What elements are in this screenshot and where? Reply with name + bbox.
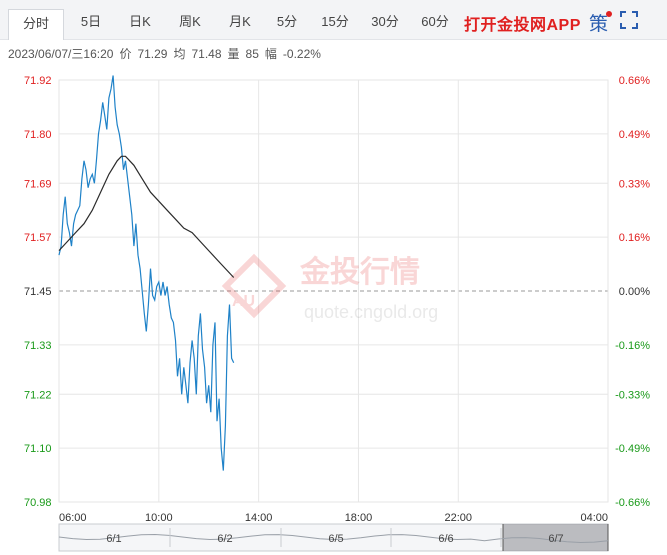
- tab-intraday[interactable]: 分时: [8, 9, 64, 40]
- tab-daily-k[interactable]: 日K: [129, 14, 151, 29]
- time-navigator: 6/1 6/2 6/5 6/6 6/7: [58, 523, 609, 552]
- navigator-day-label: 6/2: [217, 533, 232, 545]
- quote-datetime: 2023/06/07/三16:20: [8, 47, 114, 61]
- navigator-day-label: 6/7: [548, 533, 563, 545]
- change-label: 幅: [264, 47, 277, 61]
- navigator-day-label: 6/1: [106, 533, 121, 545]
- volume-value: 85: [245, 47, 259, 61]
- y-tick-label-left: 71.69: [24, 178, 52, 190]
- y-tick-label-right: 0.49%: [619, 129, 650, 141]
- x-tick-label: 06:00: [59, 512, 87, 524]
- average-price-line: [58, 155, 235, 278]
- y-tick-label-left: 71.22: [24, 389, 52, 401]
- x-tick-label: 18:00: [345, 512, 373, 524]
- y-tick-label-right: -0.16%: [615, 340, 650, 352]
- x-tick-label: 10:00: [145, 512, 173, 524]
- watermark: AU 金投行情 quote.cngold.org: [221, 253, 438, 322]
- y-tick-label-right: -0.33%: [615, 389, 650, 401]
- y-tick-label-left: 71.80: [24, 129, 52, 141]
- y-tick-label-right: 0.00%: [619, 286, 650, 298]
- strategy-button[interactable]: 策: [589, 14, 609, 35]
- watermark-url: quote.cngold.org: [304, 302, 438, 322]
- tab-monthly-k[interactable]: 月K: [229, 14, 251, 29]
- y-tick-label-right: -0.49%: [615, 443, 650, 455]
- navigator-day-label: 6/6: [438, 533, 453, 545]
- y-axis-left: 71.92 71.80 71.69 71.57 71.45 71.33 71.22 71.10…: [24, 75, 52, 509]
- y-tick-label-right: 0.33%: [619, 178, 650, 190]
- x-tick-label: 22:00: [445, 512, 473, 524]
- watermark-brand: 金投行情: [299, 255, 420, 289]
- y-tick-label-right: 0.66%: [619, 75, 650, 87]
- x-tick-label: 04:00: [580, 512, 608, 524]
- change-value: -0.22%: [282, 47, 321, 61]
- navigator-day-label: 6/5: [328, 533, 343, 545]
- avg-value: 71.48: [191, 47, 222, 61]
- tab-weekly-k[interactable]: 周K: [179, 14, 201, 29]
- notification-dot: [606, 11, 612, 17]
- watermark-logo-icon: [221, 253, 287, 319]
- y-tick-label-right: 0.16%: [619, 232, 650, 244]
- tab-5-day[interactable]: 5日: [80, 14, 102, 29]
- avg-label: 均: [173, 47, 186, 61]
- fullscreen-icon[interactable]: [620, 11, 638, 29]
- price-line: [58, 75, 235, 471]
- chart-grid: [58, 79, 609, 503]
- x-axis: 06:00 10:00 14:00 18:00 22:00 04:00: [59, 512, 608, 524]
- x-tick-label: 14:00: [245, 512, 273, 524]
- tab-5-min[interactable]: 5分: [276, 14, 298, 29]
- y-tick-label-left: 71.57: [24, 232, 52, 244]
- navigator-trend-line: [58, 533, 609, 544]
- y-tick-label-left: 71.33: [24, 340, 52, 352]
- price-label: 价: [119, 47, 132, 61]
- y-axis-right: 0.66% 0.49% 0.33% 0.16% 0.00% -0.16% -0.33% -0.…: [615, 75, 650, 509]
- period-tab-bar: 分时 5日 日K 周K 月K 5分 15分 30分 60分 打开金投网APP 策: [0, 0, 667, 40]
- watermark-logo-text: AU: [232, 293, 255, 310]
- y-tick-label-left: 71.10: [24, 443, 52, 455]
- tab-30-min[interactable]: 30分: [371, 14, 399, 29]
- tab-60-min[interactable]: 60分: [421, 14, 449, 29]
- price-value: 71.29: [137, 47, 168, 61]
- y-tick-label-left: 71.45: [24, 286, 52, 298]
- quote-info-line: 2023/06/07/三16:20 价 71.29 均 71.48 量 85 幅 -0.22%: [8, 45, 327, 62]
- y-tick-label-left: 71.92: [24, 75, 52, 87]
- y-tick-label-right: -0.66%: [615, 497, 650, 509]
- open-app-link[interactable]: 打开金投网APP: [464, 17, 581, 34]
- y-tick-label-left: 70.98: [24, 497, 52, 509]
- volume-label: 量: [227, 47, 240, 61]
- chart-series: [58, 75, 235, 471]
- tab-15-min[interactable]: 15分: [321, 14, 349, 29]
